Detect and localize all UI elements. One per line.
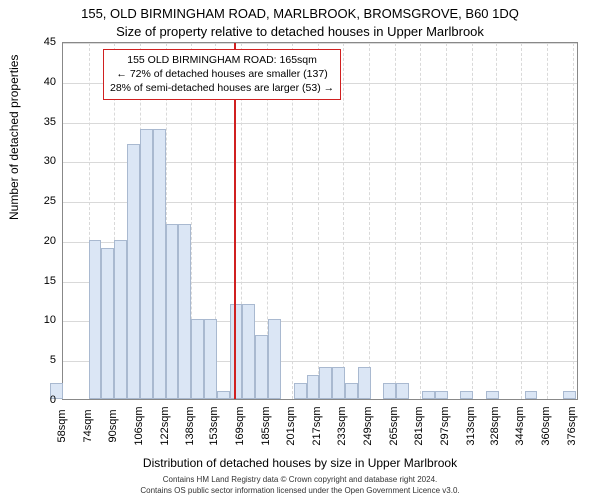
y-tick-label: 30	[26, 155, 56, 167]
histogram-bar	[563, 391, 576, 399]
histogram-bar	[358, 367, 371, 399]
grid-line	[343, 43, 344, 399]
y-tick-label: 0	[26, 394, 56, 406]
annotation-line: 155 OLD BIRMINGHAM ROAD: 165sqm	[110, 53, 334, 67]
x-tick-label: 344sqm	[514, 406, 526, 445]
y-tick-label: 10	[26, 314, 56, 326]
x-tick-label: 297sqm	[439, 406, 451, 445]
y-tick-label: 40	[26, 76, 56, 88]
histogram-chart: 155 OLD BIRMINGHAM ROAD: 165sqm← 72% of …	[62, 42, 578, 400]
histogram-bar	[127, 144, 140, 399]
x-tick-label: 328sqm	[489, 406, 501, 445]
x-tick-label: 360sqm	[540, 406, 552, 445]
histogram-bar	[230, 304, 243, 399]
x-tick-label: 138sqm	[184, 406, 196, 445]
x-axis-label: Distribution of detached houses by size …	[0, 456, 600, 470]
grid-line	[573, 43, 574, 399]
histogram-bar	[345, 383, 358, 399]
histogram-bar	[89, 240, 102, 399]
histogram-bar	[101, 248, 114, 399]
histogram-bar	[178, 224, 191, 399]
histogram-bar	[217, 391, 230, 399]
annotation-line: 28% of semi-detached houses are larger (…	[110, 81, 334, 95]
histogram-bar	[332, 367, 345, 399]
annotation-line: ← 72% of detached houses are smaller (13…	[110, 67, 334, 81]
x-tick-label: 265sqm	[388, 406, 400, 445]
histogram-bar	[307, 375, 320, 399]
y-tick-label: 45	[26, 36, 56, 48]
x-tick-label: 58sqm	[56, 409, 68, 442]
histogram-bar	[294, 383, 307, 399]
x-tick-label: 233sqm	[336, 406, 348, 445]
grid-line	[420, 43, 421, 399]
x-tick-label: 201sqm	[285, 406, 297, 445]
grid-line	[395, 43, 396, 399]
x-tick-label: 249sqm	[362, 406, 374, 445]
histogram-bar	[191, 319, 204, 399]
histogram-bar	[396, 383, 409, 399]
footer-line2: Contains OS public sector information li…	[0, 486, 600, 496]
x-tick-label: 74sqm	[82, 409, 94, 442]
x-tick-label: 313sqm	[465, 406, 477, 445]
histogram-bar	[525, 391, 538, 399]
grid-line	[547, 43, 548, 399]
y-tick-label: 15	[26, 275, 56, 287]
y-axis-label: Number of detached properties	[7, 55, 21, 220]
y-tick-label: 5	[26, 354, 56, 366]
histogram-bar	[166, 224, 179, 399]
x-tick-label: 153sqm	[208, 406, 220, 445]
histogram-bar	[435, 391, 448, 399]
x-tick-label: 376sqm	[566, 406, 578, 445]
histogram-bar	[153, 129, 166, 399]
title-main: 155, OLD BIRMINGHAM ROAD, MARLBROOK, BRO…	[0, 6, 600, 21]
x-tick-label: 106sqm	[133, 406, 145, 445]
x-tick-label: 281sqm	[413, 406, 425, 445]
y-tick-label: 35	[26, 116, 56, 128]
x-tick-label: 90sqm	[107, 409, 119, 442]
histogram-bar	[319, 367, 332, 399]
x-tick-label: 185sqm	[260, 406, 272, 445]
grid-line	[521, 43, 522, 399]
histogram-bar	[114, 240, 127, 399]
histogram-bar	[204, 319, 217, 399]
x-tick-label: 217sqm	[311, 406, 323, 445]
histogram-bar	[422, 391, 435, 399]
histogram-bar	[383, 383, 396, 399]
y-tick-label: 20	[26, 235, 56, 247]
grid-line	[369, 43, 370, 399]
grid-line	[446, 43, 447, 399]
histogram-bar	[242, 304, 255, 399]
histogram-bar	[140, 129, 153, 399]
histogram-bar	[460, 391, 473, 399]
grid-line	[496, 43, 497, 399]
grid-line	[472, 43, 473, 399]
title-sub: Size of property relative to detached ho…	[0, 24, 600, 39]
footer-line1: Contains HM Land Registry data © Crown c…	[0, 475, 600, 485]
histogram-bar	[255, 335, 268, 399]
attribution-footer: Contains HM Land Registry data © Crown c…	[0, 475, 600, 496]
annotation-box: 155 OLD BIRMINGHAM ROAD: 165sqm← 72% of …	[103, 49, 341, 100]
y-tick-label: 25	[26, 195, 56, 207]
x-tick-label: 122sqm	[159, 406, 171, 445]
histogram-bar	[486, 391, 499, 399]
histogram-bar	[268, 319, 281, 399]
x-tick-label: 169sqm	[234, 406, 246, 445]
